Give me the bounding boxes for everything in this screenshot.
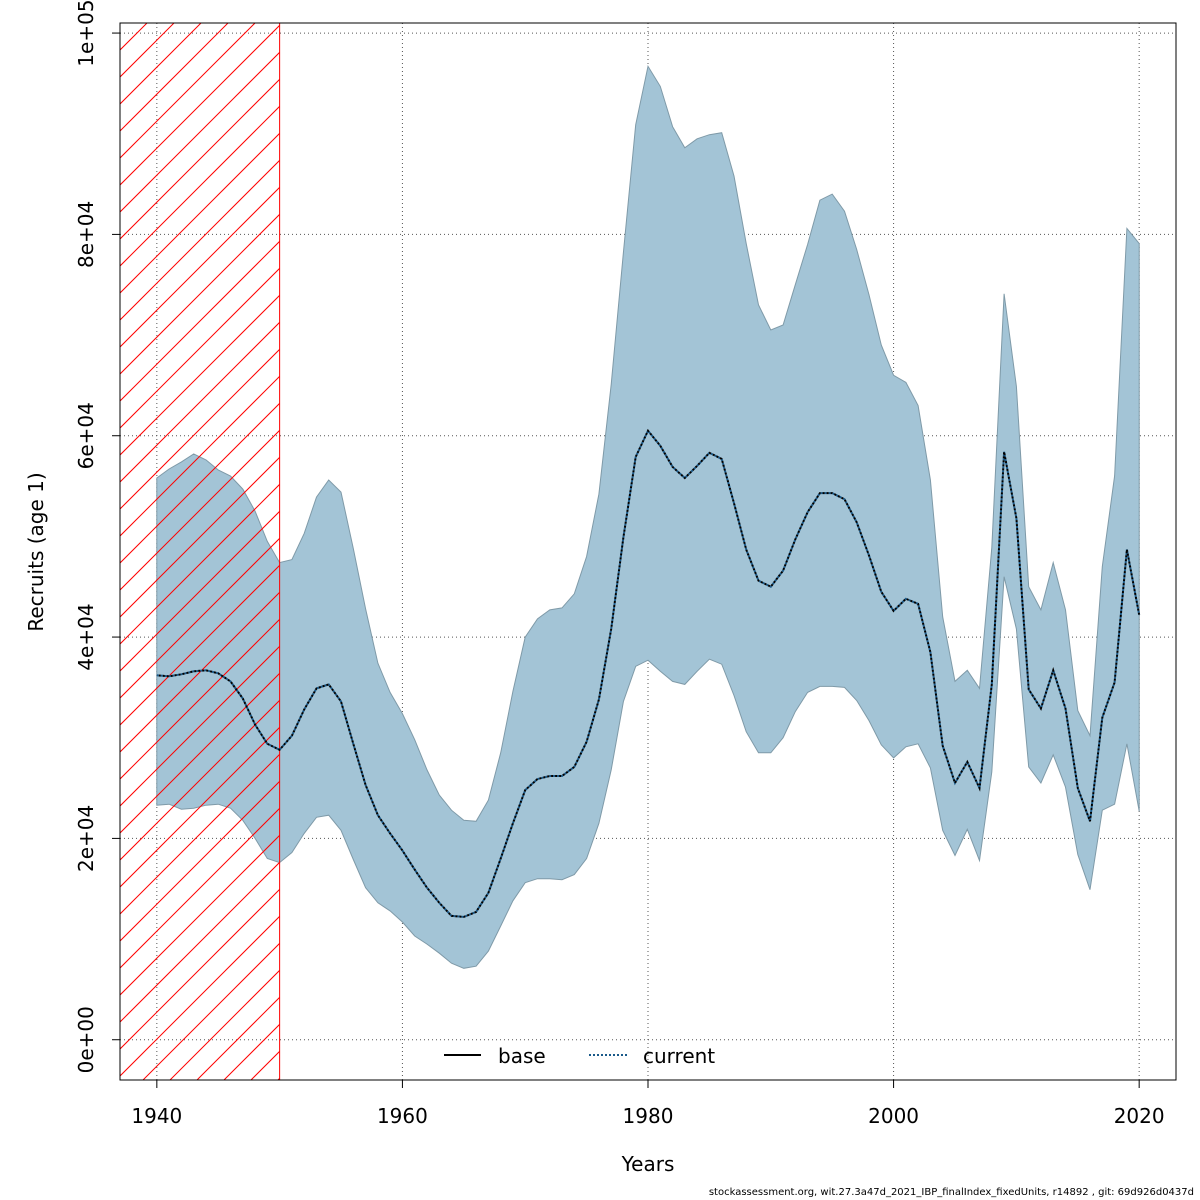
series-line-current	[156, 428, 1141, 918]
hatch-border	[120, 23, 281, 1080]
y-tick-label-1e+05: 1e+05	[74, 0, 98, 67]
y-tick-label-6e+04: 6e+04	[74, 402, 98, 469]
series-line-current-dark	[156, 428, 1141, 918]
x-axis: 1940 1960 1980 2000 2020	[131, 1079, 1165, 1128]
x-tick-label-1960: 1960	[377, 1104, 428, 1128]
footer-caption: stockassessment.org, wit.27.3a47d_2021_I…	[708, 1187, 1194, 1198]
y-tick-label-4e+04: 4e+04	[74, 603, 98, 670]
y-tick-label-0e+00: 0e+00	[74, 1006, 98, 1073]
y-tick-label-2e+04: 2e+04	[74, 805, 98, 872]
y-axis-title: Recruits (age 1)	[24, 472, 48, 631]
hatch-lines	[120, 23, 280, 1080]
x-axis-title: Years	[621, 1152, 675, 1176]
x-tick-label-2020: 2020	[1114, 1104, 1165, 1128]
legend-label-base: base	[498, 1044, 546, 1068]
y-axis: 0e+00 2e+04 4e+04 6e+04 8e+04 1e+05	[74, 0, 121, 1073]
y-tick-label-8e+04: 8e+04	[74, 201, 98, 268]
x-tick-label-1980: 1980	[623, 1104, 674, 1128]
x-tick-label-2000: 2000	[868, 1104, 919, 1128]
legend: base current	[444, 1044, 715, 1068]
hatched-region	[120, 23, 281, 1080]
legend-label-current: current	[643, 1044, 715, 1068]
confidence-band	[156, 64, 1140, 969]
x-tick-label-1940: 1940	[131, 1104, 182, 1128]
